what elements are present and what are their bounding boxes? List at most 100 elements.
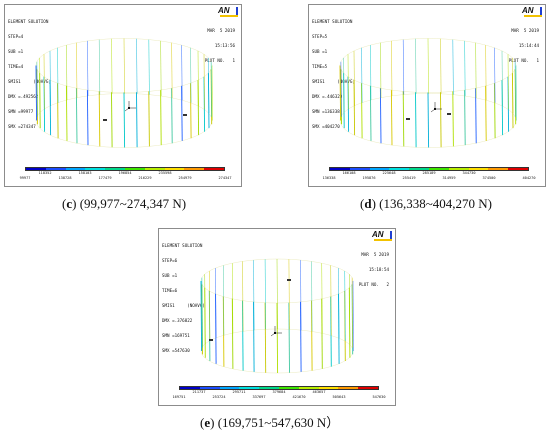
contour-legend-bar: [25, 167, 225, 171]
header-line: TIME=6: [162, 288, 178, 293]
element-line: [321, 298, 323, 369]
element-line: [338, 268, 340, 339]
caption-e: (e) (169,751~547,630 N）: [200, 415, 340, 430]
header-line: STEP=6: [162, 258, 178, 263]
header-line: SUB =1: [312, 49, 328, 54]
legend-tick-label: 253724: [212, 395, 226, 399]
element-line: [344, 270, 346, 342]
legend-tick-label: 118352: [38, 171, 52, 175]
element-line: [39, 57, 41, 113]
legend-swatch: [105, 168, 125, 170]
element-line: [87, 40, 89, 96]
header-line: STEP=5: [312, 34, 328, 39]
caption-range: (136,338~404,270 N): [379, 196, 493, 211]
element-line: [343, 57, 345, 113]
legend-tick-label: 344730: [462, 171, 476, 175]
element-line: [485, 45, 487, 101]
element-line: [379, 88, 382, 144]
legend-swatch: [330, 168, 350, 170]
legend-tick-label: 505643: [332, 395, 346, 399]
element-line: [111, 38, 113, 94]
element-line: [440, 38, 442, 94]
element-line: [98, 39, 101, 95]
caption-letter: d: [364, 196, 372, 211]
element-line: [190, 83, 192, 139]
legend-tick-label: 195876: [362, 176, 376, 180]
header-line: SUB =1: [8, 49, 24, 54]
legend-tick-label: 138728: [58, 176, 72, 180]
element-line: [475, 88, 477, 144]
element-line: [415, 92, 417, 148]
cylinder-ring: [35, 38, 213, 148]
element-line: [353, 50, 355, 106]
triad-icon: [270, 326, 282, 337]
element-line: [43, 54, 45, 110]
contour-legend-bar: [329, 167, 529, 171]
element-line: [361, 47, 363, 103]
element-line: [49, 80, 52, 136]
element-line: [201, 277, 203, 348]
legend-swatch: [219, 387, 240, 389]
element-line: [242, 300, 244, 371]
legend-swatch: [199, 387, 220, 389]
element-line: [351, 277, 353, 348]
element-line: [148, 39, 150, 95]
header-line: SMX =547630: [162, 348, 190, 353]
legend-swatch: [389, 168, 410, 170]
header-line: DMX =.446320: [312, 94, 343, 99]
legend-swatch: [508, 168, 528, 170]
legend-tick-label: 136338: [322, 176, 336, 180]
logo-underline: [524, 15, 542, 17]
element-line: [208, 57, 210, 113]
triad-icon: [430, 102, 442, 113]
result-panel-d: ELEMENT SOLUTION STEP=5 SUB =1 TIME=5 SM…: [308, 4, 546, 187]
legend-tick-label: 166108: [342, 171, 356, 175]
legend-swatch: [358, 387, 378, 389]
element-line: [501, 50, 503, 106]
cylinder-model-view: [200, 258, 354, 374]
legend-swatch: [184, 168, 205, 170]
element-line: [209, 270, 211, 342]
legend-swatch: [204, 168, 224, 170]
legend-tick-label: 421670: [292, 395, 306, 399]
legend-tick-label: 255419: [402, 176, 416, 180]
legend-ticks: 99977 138728 177479 216229 254979 118352 15810…: [20, 171, 232, 182]
element-line: [361, 83, 363, 139]
caption-letter: e: [204, 415, 211, 430]
element-line: [475, 42, 477, 98]
legend-tick-label: 225648: [382, 171, 396, 175]
caption-c: (c) (99,977~274,347 N): [62, 196, 187, 211]
max-marker: [287, 279, 291, 281]
caption-letter: c: [66, 196, 73, 211]
result-panel-c: ELEMENT SOLUTION STEP=4 SUB =1 TIME=4 SM…: [4, 4, 242, 187]
triad-icon: [124, 101, 136, 112]
ansys-logo: AN: [218, 7, 238, 15]
legend-swatch: [85, 168, 106, 170]
element-line: [253, 301, 255, 372]
element-line: [391, 40, 393, 96]
element-line: [370, 45, 372, 101]
header-line: ELEMENT SOLUTION: [312, 19, 353, 24]
element-line: [210, 61, 212, 117]
legend-swatch: [144, 168, 165, 170]
plot-date: MAR 5 2019: [511, 28, 539, 33]
element-line: [76, 42, 78, 98]
element-line: [215, 268, 217, 339]
element-line: [321, 263, 323, 334]
header-line: TIME=5: [312, 64, 328, 69]
plot-stamp: MAR 5 2019 15:13:56 PLOT NO. 1: [205, 18, 235, 73]
header-line: SMN =169751: [162, 333, 190, 338]
element-line: [66, 45, 68, 101]
plot-time: 15:13:56: [214, 43, 235, 48]
caption-d: (d) (136,338~404,270 N): [360, 196, 493, 211]
header-line: ELEMENT SOLUTION: [162, 243, 203, 248]
element-line: [75, 88, 78, 144]
legend-tick-label: 196854: [118, 171, 132, 175]
element-line: [494, 47, 496, 103]
plot-time: 15:14:44: [518, 43, 539, 48]
ansys-logo: AN: [522, 7, 542, 15]
legend-tick-label: 463657: [312, 390, 326, 394]
element-line: [160, 90, 162, 146]
legend-tick-label: 374500: [482, 176, 496, 180]
element-line: [171, 88, 173, 144]
